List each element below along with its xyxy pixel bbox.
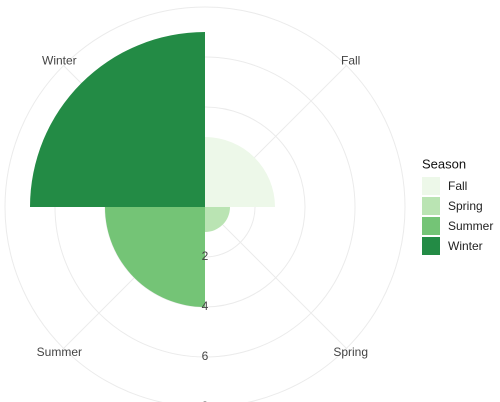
legend-title: Season — [422, 156, 466, 171]
wedge — [30, 32, 205, 207]
wedge — [205, 137, 275, 207]
legend-label: Winter — [448, 239, 483, 253]
legend-label: Summer — [448, 219, 493, 233]
wedge — [105, 207, 205, 307]
legend-label: Spring — [448, 199, 483, 213]
legend-key — [422, 237, 440, 255]
category-label: Summer — [37, 345, 82, 359]
r-tick-label: 8 — [202, 399, 209, 402]
legend-label: Fall — [448, 179, 467, 193]
category-label: Winter — [42, 54, 77, 68]
r-tick-label: 6 — [202, 349, 209, 363]
grid-spoke — [204, 206, 347, 349]
r-tick-label: 2 — [202, 249, 209, 263]
legend-key — [422, 217, 440, 235]
legend-key — [422, 177, 440, 195]
category-label: Spring — [333, 345, 368, 359]
legend-key — [422, 197, 440, 215]
grid-circle — [4, 6, 406, 402]
wedge — [205, 207, 230, 232]
category-label: Fall — [341, 54, 360, 68]
r-tick-label: 4 — [202, 299, 209, 313]
